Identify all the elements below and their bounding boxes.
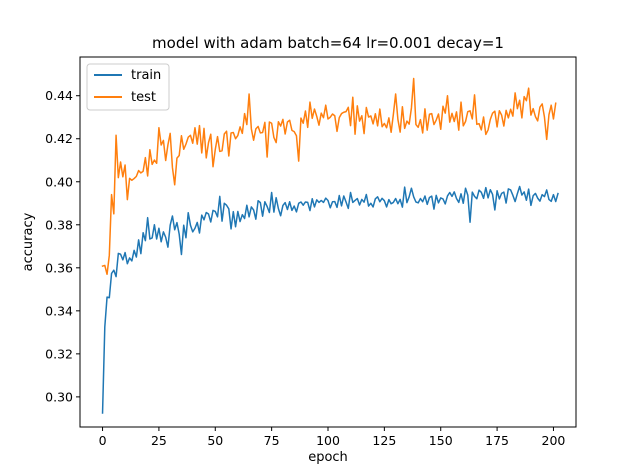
x-tick-label: 175 bbox=[485, 433, 509, 448]
legend-label-train: train bbox=[131, 68, 161, 83]
x-tick-label: 50 bbox=[207, 433, 223, 448]
x-axis-title: epoch bbox=[308, 450, 348, 465]
x-tick-label: 100 bbox=[316, 433, 340, 448]
x-tick-label: 200 bbox=[542, 433, 566, 448]
y-tick-label: 0.44 bbox=[45, 88, 73, 103]
y-tick-label: 0.34 bbox=[45, 303, 73, 318]
axes-background bbox=[80, 57, 576, 427]
y-tick-label: 0.36 bbox=[45, 260, 73, 275]
series-line-train bbox=[101, 185, 559, 414]
x-tick-label: 125 bbox=[372, 433, 396, 448]
y-axis-ticks: 0.30 0.32 0.34 0.36 0.38 0.40 0.42 0.44 bbox=[45, 88, 80, 404]
y-tick-label: 0.38 bbox=[45, 217, 73, 232]
series-layer bbox=[101, 77, 559, 414]
y-tick-label: 0.32 bbox=[45, 346, 73, 361]
y-axis-title: accuracy bbox=[21, 212, 36, 271]
y-tick-label: 0.30 bbox=[45, 389, 73, 404]
legend: train test bbox=[86, 63, 170, 111]
x-tick-label: 0 bbox=[99, 433, 107, 448]
chart-title: model with adam batch=64 lr=0.001 decay=… bbox=[152, 34, 504, 52]
x-tick-label: 75 bbox=[264, 433, 280, 448]
plot-area bbox=[80, 57, 576, 427]
x-tick-label: 150 bbox=[429, 433, 453, 448]
y-tick-label: 0.40 bbox=[45, 174, 73, 189]
x-tick-label: 25 bbox=[151, 433, 167, 448]
legend-label-test: test bbox=[131, 90, 156, 105]
y-tick-label: 0.42 bbox=[45, 131, 73, 146]
series-line-test bbox=[101, 77, 557, 276]
x-axis-ticks: 0 25 50 75 100 125 150 175 200 bbox=[99, 427, 566, 448]
